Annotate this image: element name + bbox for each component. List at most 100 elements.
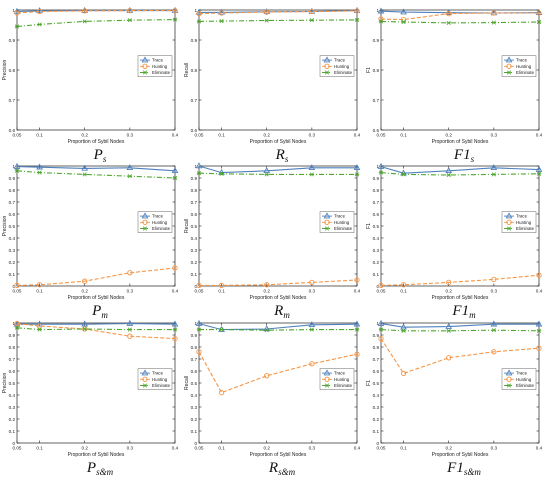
data-point-hunting bbox=[309, 8, 315, 15]
data-point-hunting bbox=[354, 8, 360, 14]
y-tick-label: 0.2 bbox=[191, 260, 198, 265]
data-point-hunting bbox=[491, 10, 497, 16]
legend-label-eliminate: Eliminate bbox=[334, 226, 353, 231]
data-point-eliminate bbox=[196, 19, 202, 24]
y-tick-label: 0.7 bbox=[373, 98, 380, 103]
panel-caption: F1m bbox=[451, 303, 476, 320]
x-tick-label: 0.05 bbox=[13, 446, 22, 451]
x-tick-label: 0.2 bbox=[264, 446, 271, 451]
data-point-hunting bbox=[491, 349, 497, 355]
chart-f1_sm: 0 0.1 0.2 0.3 0.4 0.5 0.6 0.7 0.8 0.9 1 0.05 0.1 0.2 0… bbox=[366, 319, 543, 477]
data-point-eliminate bbox=[37, 170, 42, 175]
data-point-trace bbox=[535, 8, 543, 15]
y-tick-label: 0.6 bbox=[191, 128, 198, 133]
y-tick-label: 0.1 bbox=[373, 429, 380, 434]
y-tick-label: 0.8 bbox=[9, 188, 16, 193]
legend-label-eliminate: Eliminate bbox=[334, 383, 353, 388]
data-point-eliminate bbox=[354, 327, 360, 332]
data-point-hunting bbox=[536, 10, 542, 16]
legend-marker-eliminate bbox=[142, 226, 148, 231]
data-point-hunting bbox=[82, 278, 88, 284]
panel-caption: Pm bbox=[91, 303, 108, 320]
data-point-trace bbox=[377, 162, 385, 169]
data-point-trace bbox=[490, 164, 498, 171]
legend-label-trace: Trace bbox=[152, 371, 164, 376]
y-tick-label: 0.9 bbox=[9, 38, 16, 43]
data-point-hunting bbox=[309, 279, 315, 286]
legend-label-trace: Trace bbox=[334, 214, 346, 219]
y-axis-label: F1 bbox=[366, 380, 372, 386]
x-tick-label: 0.3 bbox=[127, 289, 134, 294]
series-line-trace bbox=[16, 166, 176, 172]
y-tick-label: 0.1 bbox=[9, 272, 16, 277]
caption-main: P bbox=[91, 303, 101, 319]
data-point-eliminate bbox=[491, 328, 497, 333]
data-point-eliminate bbox=[264, 172, 269, 177]
series-line-hunting bbox=[380, 12, 539, 21]
caption-main: F1 bbox=[453, 147, 471, 163]
caption-main: R bbox=[275, 147, 285, 163]
x-tick-label: 0.3 bbox=[127, 446, 134, 451]
legend-label-hunting: Hunting bbox=[152, 377, 168, 382]
x-tick-label: 0.4 bbox=[172, 133, 179, 138]
legend-label-hunting: Hunting bbox=[516, 64, 532, 69]
x-tick-label: 0.1 bbox=[36, 446, 43, 451]
series-line-trace bbox=[380, 323, 539, 328]
y-tick-label: 0.5 bbox=[9, 224, 16, 229]
y-tick-label: 0.6 bbox=[9, 369, 16, 374]
legend-label-hunting: Hunting bbox=[152, 64, 168, 69]
series-line-trace bbox=[198, 165, 357, 174]
data-point-hunting bbox=[172, 7, 178, 14]
data-point-trace bbox=[218, 8, 225, 15]
y-tick-label: 0.4 bbox=[373, 236, 380, 241]
x-tick-label: 0.4 bbox=[354, 289, 361, 294]
chart-r_m: 0 0.1 0.2 0.3 0.4 0.5 0.6 0.7 0.8 0.9 1 0.05 0.1 0.2 0… bbox=[184, 162, 361, 320]
legend-label-hunting: Hunting bbox=[516, 220, 532, 225]
data-point-eliminate bbox=[14, 325, 20, 330]
chart-r_sm: 0 0.1 0.2 0.3 0.4 0.5 0.6 0.7 0.8 0.9 1 0.05 0.1 0.2 0… bbox=[184, 319, 361, 477]
legend-marker-hunting bbox=[324, 376, 330, 382]
panel-caption: F1s bbox=[453, 147, 475, 164]
y-tick-label: 0.9 bbox=[373, 176, 380, 181]
legend-marker-trace bbox=[323, 56, 331, 63]
y-tick-label: 1 bbox=[376, 164, 379, 169]
data-point-eliminate bbox=[82, 19, 87, 24]
y-tick-label: 0.8 bbox=[373, 68, 380, 73]
y-tick-label: 0.5 bbox=[9, 381, 16, 386]
legend-label-eliminate: Eliminate bbox=[152, 70, 171, 75]
y-tick-label: 0.3 bbox=[373, 248, 380, 253]
legend-label-trace: Trace bbox=[334, 58, 346, 63]
series-line-hunting bbox=[16, 10, 175, 14]
caption-main: R bbox=[268, 460, 278, 476]
caption-subscript: s&m bbox=[278, 467, 296, 477]
caption-subscript: s bbox=[285, 154, 289, 164]
y-tick-label: 0.5 bbox=[191, 224, 198, 229]
x-axis-label: Proportion of Sybil Nodes bbox=[250, 295, 307, 301]
y-tick-label: 0.8 bbox=[191, 345, 198, 350]
series-line-hunting bbox=[16, 267, 176, 286]
y-tick-label: 0.7 bbox=[373, 200, 380, 205]
chart-f1_s: 0.6 0.7 0.8 0.9 1 0.05 0.1 0.2 0.3 0.4 Proportion … bbox=[366, 7, 543, 164]
series-line-hunting bbox=[380, 338, 540, 375]
legend-label-hunting: Hunting bbox=[334, 64, 350, 69]
data-point-eliminate bbox=[172, 175, 178, 181]
data-point-eliminate bbox=[536, 19, 542, 25]
data-point-hunting bbox=[354, 351, 360, 357]
panel-caption: Rs&m bbox=[268, 460, 296, 477]
y-tick-label: 0.8 bbox=[191, 68, 198, 73]
legend-marker-hunting bbox=[506, 63, 512, 69]
y-tick-label: 0.3 bbox=[9, 405, 16, 410]
data-point-eliminate bbox=[378, 19, 384, 24]
y-tick-label: 0.8 bbox=[9, 68, 16, 73]
legend-marker-hunting bbox=[324, 63, 330, 69]
y-tick-label: 0.8 bbox=[9, 345, 16, 350]
x-tick-label: 0.05 bbox=[195, 446, 204, 451]
legend-marker-hunting bbox=[142, 376, 148, 382]
y-tick-label: 0.2 bbox=[373, 260, 380, 265]
plot-frame bbox=[380, 165, 540, 287]
y-tick-label: 1 bbox=[12, 321, 15, 326]
y-tick-label: 0.9 bbox=[373, 38, 380, 43]
x-tick-label: 0.3 bbox=[309, 289, 316, 294]
